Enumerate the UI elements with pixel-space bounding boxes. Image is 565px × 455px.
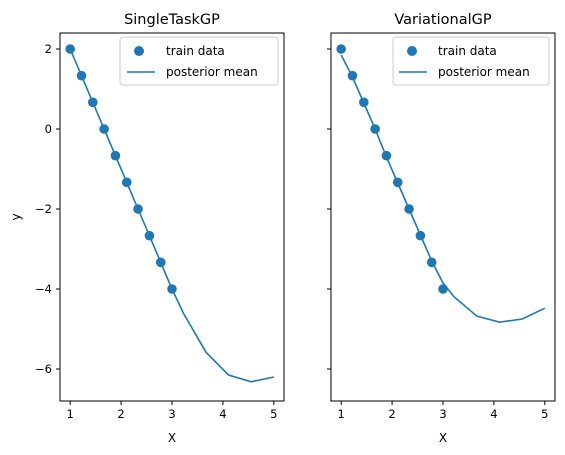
axes-frame <box>59 32 285 402</box>
x-tick-label: 3 <box>439 407 446 421</box>
legend-label-posterior-mean: posterior mean <box>166 65 258 79</box>
legend-frame <box>392 36 550 86</box>
legend-label-train-data: train data <box>166 44 225 58</box>
x-tick-label: 1 <box>67 407 74 421</box>
panel-variationalgp: VariationalGP X 1 2 3 4 5 train data posteri… <box>327 12 556 445</box>
chart-title: SingleTaskGP <box>124 12 220 28</box>
data-point-train <box>381 150 392 161</box>
data-point-train <box>99 124 109 134</box>
x-axis-label: X <box>439 431 447 445</box>
y-tick-label: −2 <box>35 202 52 216</box>
legend-frame <box>119 36 279 86</box>
data-point-train <box>121 177 132 188</box>
plot-area: 1 2 3 4 5 <box>327 32 556 421</box>
x-tick-label: 2 <box>117 407 124 421</box>
x-tick-label: 4 <box>219 407 226 421</box>
data-point-train <box>392 177 403 188</box>
data-point-train <box>415 230 426 241</box>
x-tick-label: 5 <box>541 407 548 421</box>
y-tick-label: 2 <box>45 42 52 56</box>
plot-area: 1 2 3 4 5 2 0 −2 −4 −6 <box>35 32 285 421</box>
data-point-train <box>110 150 121 161</box>
legend-label-train-data: train data <box>438 44 497 58</box>
x-axis-label: X <box>168 431 176 445</box>
data-point-train <box>65 44 75 54</box>
data-point-train <box>370 124 380 134</box>
data-point-train <box>438 284 448 294</box>
panel-singletaskgp: SingleTaskGP X y 1 2 3 4 5 2 0 −2 −4 −6 train dat… <box>9 12 285 445</box>
x-tick-label: 5 <box>270 407 277 421</box>
data-point-train <box>336 44 346 54</box>
data-point-train <box>76 70 87 81</box>
data-point-train <box>155 257 166 268</box>
y-axis-label: y <box>9 213 23 220</box>
data-point-train <box>167 284 177 294</box>
data-point-train <box>87 97 98 108</box>
legend: train data posterior mean <box>119 36 279 86</box>
data-point-train <box>133 204 143 214</box>
legend: train data posterior mean <box>392 36 550 86</box>
y-tick-label: 0 <box>45 122 52 136</box>
legend-label-posterior-mean: posterior mean <box>438 65 530 79</box>
chart-title: VariationalGP <box>394 12 491 28</box>
legend-marker-train-data <box>407 46 417 56</box>
data-point-train <box>144 230 155 241</box>
x-tick-label: 2 <box>388 407 395 421</box>
y-tick-label: −4 <box>35 282 52 296</box>
data-point-train <box>358 97 369 108</box>
x-tick-label: 4 <box>490 407 497 421</box>
data-point-train <box>404 204 414 214</box>
x-tick-label: 1 <box>338 407 345 421</box>
data-point-train <box>347 70 358 81</box>
axes-frame <box>330 32 556 402</box>
x-tick-label: 3 <box>168 407 175 421</box>
legend-marker-train-data <box>134 46 144 56</box>
y-tick-label: −6 <box>35 362 52 376</box>
data-point-train <box>426 257 437 268</box>
